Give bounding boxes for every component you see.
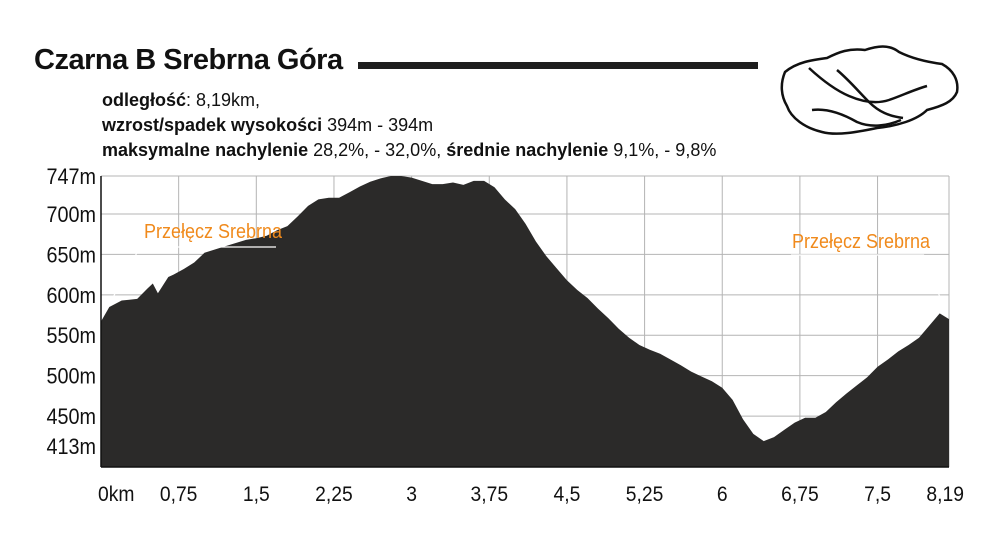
x-tick-label-9: 6,75 — [781, 483, 819, 506]
y-tick-label-7: 747m — [47, 165, 96, 189]
y-tick-label-2: 500m — [47, 365, 96, 389]
y-tick-label-1: 450m — [47, 405, 96, 429]
y-tick-label-6: 700m — [47, 203, 96, 227]
route-title: Czarna B Srebrna Góra — [34, 44, 343, 76]
stat-distance: odległość: 8,19km, — [102, 90, 260, 111]
elevation-label: wzrost/spadek wysokości — [102, 115, 323, 135]
elevation-area — [101, 176, 949, 467]
x-tick-label-6: 4,5 — [554, 483, 581, 506]
annotation-label-1: Przełęcz Srebrna — [792, 231, 930, 253]
max-grade-value: 28,2%, - 32,0%, — [308, 140, 447, 160]
x-tick-label-11: 8,19 — [926, 483, 964, 506]
y-tick-labels: 413m 450m 500m 550m 600m 650m 700m 747m — [47, 165, 96, 459]
annotation-leader-0 — [101, 246, 141, 319]
x-tick-label-5: 3,75 — [470, 483, 508, 506]
y-tick-label-5: 650m — [47, 243, 96, 267]
x-tick-label-2: 1,5 — [243, 483, 270, 506]
elevation-value: 394m - 394m — [322, 115, 434, 135]
x-tick-label-1: 0,75 — [160, 483, 198, 506]
x-tick-label-8: 6 — [717, 483, 728, 506]
x-tick-label-7: 5,25 — [626, 483, 664, 506]
x-tick-labels: 0km 0,75 1,5 2,25 3 3,75 4,5 5,25 6 6,75 7,5 8,19 — [98, 483, 964, 506]
distance-value: : 8,19km, — [186, 90, 261, 110]
avg-grade-label: średnie nachylenie — [446, 140, 609, 160]
y-tick-label-0: 413m — [47, 435, 96, 459]
annotation-label-0: Przełęcz Srebrna — [144, 221, 282, 243]
axes — [100, 176, 949, 468]
y-tick-label-4: 600m — [47, 284, 96, 308]
x-tick-label-10: 7,5 — [864, 483, 891, 506]
avg-grade-value: 9,1%, - 9,8% — [608, 140, 717, 160]
distance-label: odległość — [102, 90, 187, 110]
title-divider — [358, 62, 758, 69]
x-tick-label-0: 0km — [98, 483, 134, 506]
max-grade-label: maksymalne nachylenie — [102, 140, 309, 160]
x-tick-label-4: 3 — [406, 483, 417, 506]
stat-elevation: wzrost/spadek wysokości 394m - 394m — [102, 115, 433, 136]
annotations: Przełęcz Srebrna Przełęcz Srebrna — [101, 221, 948, 319]
annotation-leader-1 — [923, 254, 948, 317]
x-tick-label-3: 2,25 — [315, 483, 353, 506]
y-tick-label-3: 550m — [47, 324, 96, 348]
stat-grade: maksymalne nachylenie 28,2%, - 32,0%, śr… — [102, 140, 716, 161]
route-map-icon — [780, 45, 959, 135]
